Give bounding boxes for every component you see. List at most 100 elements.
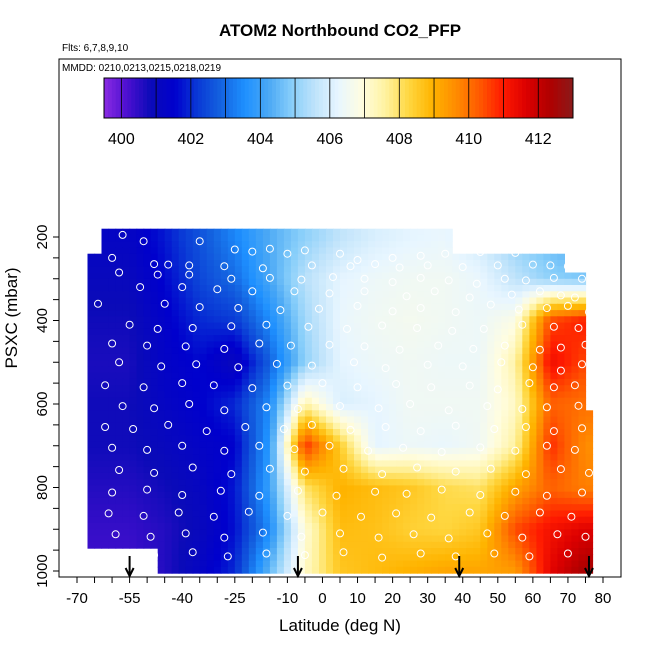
heatmap-cell [431, 285, 439, 292]
heatmap-cell [94, 516, 103, 524]
heatmap-cell [199, 485, 208, 493]
heatmap-cell [206, 441, 215, 449]
heatmap-cell [94, 291, 103, 299]
heatmap-cell [178, 535, 187, 543]
heatmap-cell [382, 460, 390, 468]
heatmap-cell [438, 416, 446, 424]
heatmap-cell [487, 516, 495, 524]
heatmap-cell [319, 360, 327, 368]
sample-point [556, 465, 565, 474]
heatmap-cell [487, 535, 495, 543]
heatmap-cell [459, 341, 467, 349]
heatmap-cell [396, 353, 404, 361]
heatmap-cell [494, 429, 502, 436]
heatmap-cell [361, 504, 369, 512]
heatmap-cell [290, 278, 299, 286]
heatmap-cell [522, 429, 530, 436]
heatmap-cell [248, 247, 257, 255]
heatmap-cell [283, 297, 292, 305]
heatmap-cell [122, 422, 131, 430]
heatmap-cell [501, 397, 509, 405]
heatmap-cell [192, 416, 201, 424]
heatmap-cell [290, 554, 299, 562]
colorbar-segment [275, 78, 281, 118]
heatmap-cell [122, 385, 131, 393]
heatmap-cell [424, 241, 432, 249]
heatmap-cell [396, 360, 404, 368]
heatmap-cell [241, 234, 250, 242]
sample-point [378, 553, 387, 562]
heatmap-cell [129, 529, 138, 537]
heatmap-cell [410, 491, 418, 499]
heatmap-cell [536, 303, 544, 311]
heatmap-cell [375, 285, 383, 292]
heatmap-cell [255, 429, 264, 436]
heatmap-cell [129, 422, 138, 430]
heatmap-cell [347, 303, 355, 311]
heatmap-cell [578, 429, 587, 436]
heatmap-cell [452, 560, 460, 568]
heatmap-cell [304, 491, 313, 499]
heatmap-cell [494, 510, 502, 518]
heatmap-cell [571, 516, 579, 524]
heatmap-cell [522, 441, 530, 449]
heatmap-cell [206, 447, 215, 455]
heatmap-cell [283, 241, 292, 249]
heatmap-cell [438, 422, 446, 430]
heatmap-cell [564, 303, 572, 311]
heatmap-cell [150, 497, 159, 505]
heatmap-cell [361, 385, 369, 393]
heatmap-cell [143, 347, 152, 355]
heatmap-cell [501, 541, 509, 549]
heatmap-cell [185, 523, 194, 530]
heatmap-cell [234, 378, 243, 386]
heatmap-cell [122, 460, 131, 468]
heatmap-cell [276, 278, 285, 286]
heatmap-cell [417, 554, 425, 562]
heatmap-cell [94, 416, 103, 424]
heatmap-cell [424, 247, 432, 255]
heatmap-cell [248, 253, 257, 261]
heatmap-cell [262, 560, 271, 568]
heatmap-cell [396, 328, 404, 336]
heatmap-cell [571, 378, 579, 386]
heatmap-cell [508, 378, 516, 386]
heatmap-cell [445, 491, 453, 499]
heatmap-cell [438, 360, 446, 368]
heatmap-cell [262, 472, 271, 480]
colorbar-segment [111, 78, 117, 118]
heatmap-cell [396, 504, 404, 512]
heatmap-cell [311, 516, 320, 524]
heatmap-cell [171, 335, 180, 342]
heatmap-cell [87, 422, 96, 430]
heatmap-cell [241, 497, 250, 505]
heatmap-cell [241, 266, 250, 274]
heatmap-cell [220, 297, 229, 305]
heatmap-cell [234, 260, 243, 267]
heatmap-cell [536, 416, 544, 424]
heatmap-cell [389, 504, 397, 512]
colorbar-segment [229, 78, 234, 118]
heatmap-cell [276, 454, 285, 461]
heatmap-cell [347, 435, 355, 443]
heatmap-cell [361, 497, 369, 505]
heatmap-cell [122, 272, 131, 280]
heatmap-cell [220, 372, 229, 380]
colorbar-segment [338, 78, 343, 118]
sample-point [339, 464, 348, 473]
heatmap-cell [543, 410, 551, 418]
heatmap-cell [494, 460, 502, 468]
heatmap-cell [361, 429, 369, 436]
heatmap-cell [192, 560, 201, 568]
heatmap-cell [262, 253, 271, 261]
heatmap-cell [529, 447, 537, 455]
heatmap-cell [150, 466, 159, 474]
heatmap-cell [501, 429, 509, 436]
heatmap-cell [382, 372, 390, 380]
colorbar-segment [143, 78, 148, 118]
heatmap-cell [424, 466, 432, 474]
x-tick-label: 60 [525, 590, 542, 607]
heatmap-cell [241, 278, 250, 286]
heatmap-cell [564, 372, 572, 380]
heatmap-cell [94, 253, 103, 261]
